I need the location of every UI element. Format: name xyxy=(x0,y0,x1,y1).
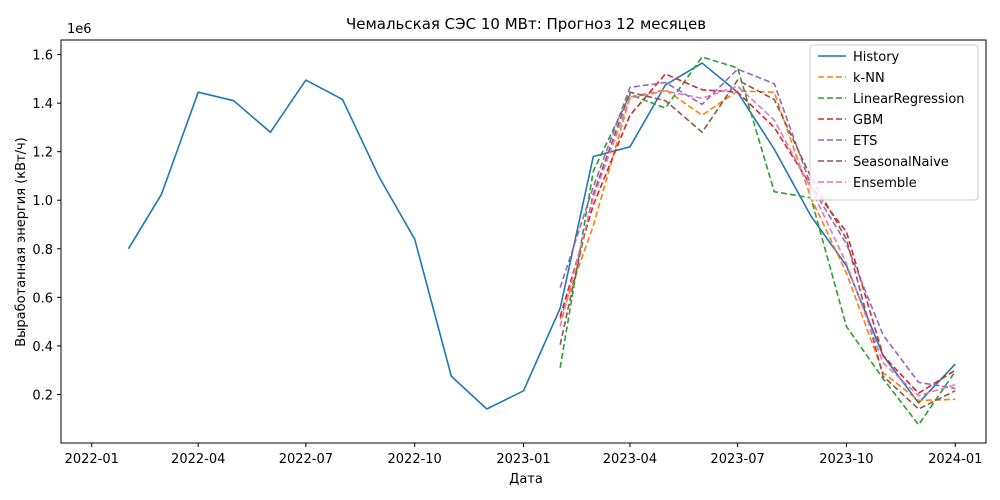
legend-label: Ensemble xyxy=(853,176,917,191)
legend-label: ETS xyxy=(853,134,877,149)
y-offset-label: 1e6 xyxy=(67,22,92,37)
legend-label: LinearRegression xyxy=(853,92,965,107)
x-axis-title: Дата xyxy=(509,472,543,487)
series-layer xyxy=(127,56,956,426)
y-axis: 0.2 0.4 0.6 0.8 1.0 1.2 1.4 1.6 xyxy=(32,49,61,403)
series-line-ets xyxy=(559,68,956,390)
x-axis: 2022-01 2022-04 2022-07 2022-10 2023-01 2023-… xyxy=(65,443,982,467)
legend-label: k-NN xyxy=(853,71,885,86)
y-axis-title: Выработанная энергия (кВт/ч) xyxy=(14,137,29,347)
x-tick-label: 2023-01 xyxy=(496,452,550,467)
legend: History k-NN LinearRegression GBM ETS Seasona… xyxy=(809,44,979,201)
legend-box xyxy=(809,44,979,201)
series-line-history xyxy=(127,62,956,410)
series-line-seasonalnaive xyxy=(559,79,956,410)
x-tick-label: 2022-01 xyxy=(65,452,119,467)
legend-label: History xyxy=(853,50,900,65)
y-tick-label: 0.4 xyxy=(32,340,53,355)
y-tick-label: 0.8 xyxy=(32,243,53,258)
series-line-ensemble xyxy=(559,85,956,397)
y-tick-label: 0.2 xyxy=(32,388,53,403)
y-tick-label: 1.0 xyxy=(32,194,53,209)
x-tick-label: 2023-07 xyxy=(710,452,764,467)
legend-label: SeasonalNaive xyxy=(853,155,949,170)
y-tick-label: 1.2 xyxy=(32,146,53,161)
x-tick-label: 2023-10 xyxy=(819,452,873,467)
x-tick-label: 2022-07 xyxy=(279,452,333,467)
y-tick-label: 0.6 xyxy=(32,291,53,306)
chart-title: Чемальская СЭС 10 МВт: Прогноз 12 месяце… xyxy=(346,15,706,33)
y-tick-label: 1.6 xyxy=(32,49,53,64)
x-tick-label: 2023-04 xyxy=(603,452,657,467)
x-tick-label: 2022-04 xyxy=(171,452,225,467)
series-line-k-nn xyxy=(559,88,956,402)
series-line-gbm xyxy=(559,73,956,395)
x-tick-label: 2024-01 xyxy=(928,452,982,467)
x-tick-label: 2022-10 xyxy=(388,452,442,467)
y-tick-label: 1.4 xyxy=(32,97,53,112)
legend-label: GBM xyxy=(853,113,883,128)
